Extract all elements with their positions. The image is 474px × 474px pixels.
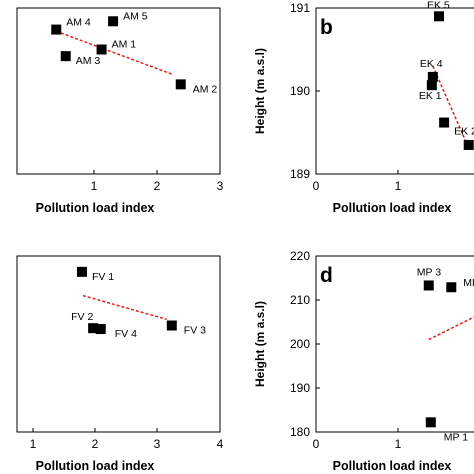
data-point [96, 44, 107, 55]
y-axis-label: Height (m a.s.l) [253, 301, 267, 387]
point-label: FV 4 [115, 328, 137, 340]
x-tick-label: 0 [313, 437, 320, 451]
y-tick-label: 180 [290, 425, 310, 439]
x-tick-label: 3 [154, 437, 161, 451]
x-tick-label: 2 [154, 179, 161, 193]
plot-frame [315, 7, 474, 175]
y-tick-label: 191 [290, 1, 310, 15]
point-label: MP 2 [463, 277, 474, 289]
point-label: MP 3 [417, 266, 441, 278]
data-point [463, 139, 474, 150]
x-tick-label: 0 [313, 179, 320, 193]
y-tick-label: 190 [290, 381, 310, 395]
panel-letter: b [320, 16, 333, 39]
data-point [51, 24, 62, 35]
data-point [166, 320, 177, 331]
data-point [434, 11, 444, 22]
panel-b: 0 1 189 190 191 Pollution load index Height (m… [253, 0, 474, 215]
x-tick-label: 1 [395, 437, 402, 451]
x-axis-label: Pollution load index [333, 459, 452, 473]
y-tick-label: 220 [290, 249, 310, 263]
y-tick-label: 210 [290, 293, 310, 307]
x-tick-label: 2 [92, 437, 99, 451]
data-point [175, 79, 186, 90]
x-tick-label: 3 [217, 179, 224, 193]
point-label: AM 5 [123, 10, 148, 22]
x-axis-label: Pollution load index [36, 459, 155, 473]
data-point [95, 324, 106, 335]
data-point [446, 282, 457, 293]
data-point [427, 71, 438, 82]
point-label: EK 2 [454, 126, 474, 138]
point-label: FV 3 [184, 325, 206, 337]
data-point [60, 51, 71, 62]
data-point [108, 16, 119, 27]
point-label: AM 1 [112, 39, 137, 51]
y-axis-label: Height (m a.s.l) [253, 48, 267, 134]
data-point [425, 417, 436, 428]
y-tick-label: 189 [290, 167, 310, 181]
plot-frame [16, 255, 221, 433]
x-tick-label: 1 [91, 179, 98, 193]
data-point [423, 280, 434, 291]
y-tick-label: 190 [290, 84, 310, 98]
panel-c: 1 2 3 4 Pollution load index FV 1 FV 2 FV 4 FV 3 [16, 255, 224, 473]
data-point [88, 323, 99, 334]
trendline [432, 65, 468, 144]
point-label: EK 5 [427, 0, 450, 11]
point-label: FV 1 [92, 271, 114, 283]
trendline [55, 30, 173, 76]
panel-d: 0 1 180 190 200 210 220 Pollution load index Hei… [253, 249, 474, 473]
x-axis-label: Pollution load index [36, 201, 155, 215]
data-point [426, 80, 437, 91]
data-point [76, 266, 87, 277]
point-label: AM 2 [193, 83, 218, 95]
point-label: AM 4 [66, 17, 91, 29]
y-tick-label: 200 [290, 337, 310, 351]
trendline [428, 316, 474, 341]
point-label: AM 3 [76, 55, 101, 67]
x-axis-label: Pollution load index [333, 201, 452, 215]
point-label: EK 4 [420, 58, 443, 70]
panel-a: 1 2 3 Pollution load index AM 4 AM 5 AM 1 AM 3 A… [16, 7, 224, 215]
data-point [439, 117, 450, 128]
panel-letter: d [320, 264, 333, 287]
point-label: EK 1 [419, 90, 442, 102]
x-tick-label: 1 [30, 437, 37, 451]
x-tick-label: 1 [395, 179, 402, 193]
trendline [82, 294, 167, 321]
point-label: FV 2 [71, 311, 93, 323]
x-tick-label: 4 [217, 437, 224, 451]
point-label: MP 1 [444, 431, 468, 443]
plot-frame [16, 7, 221, 175]
